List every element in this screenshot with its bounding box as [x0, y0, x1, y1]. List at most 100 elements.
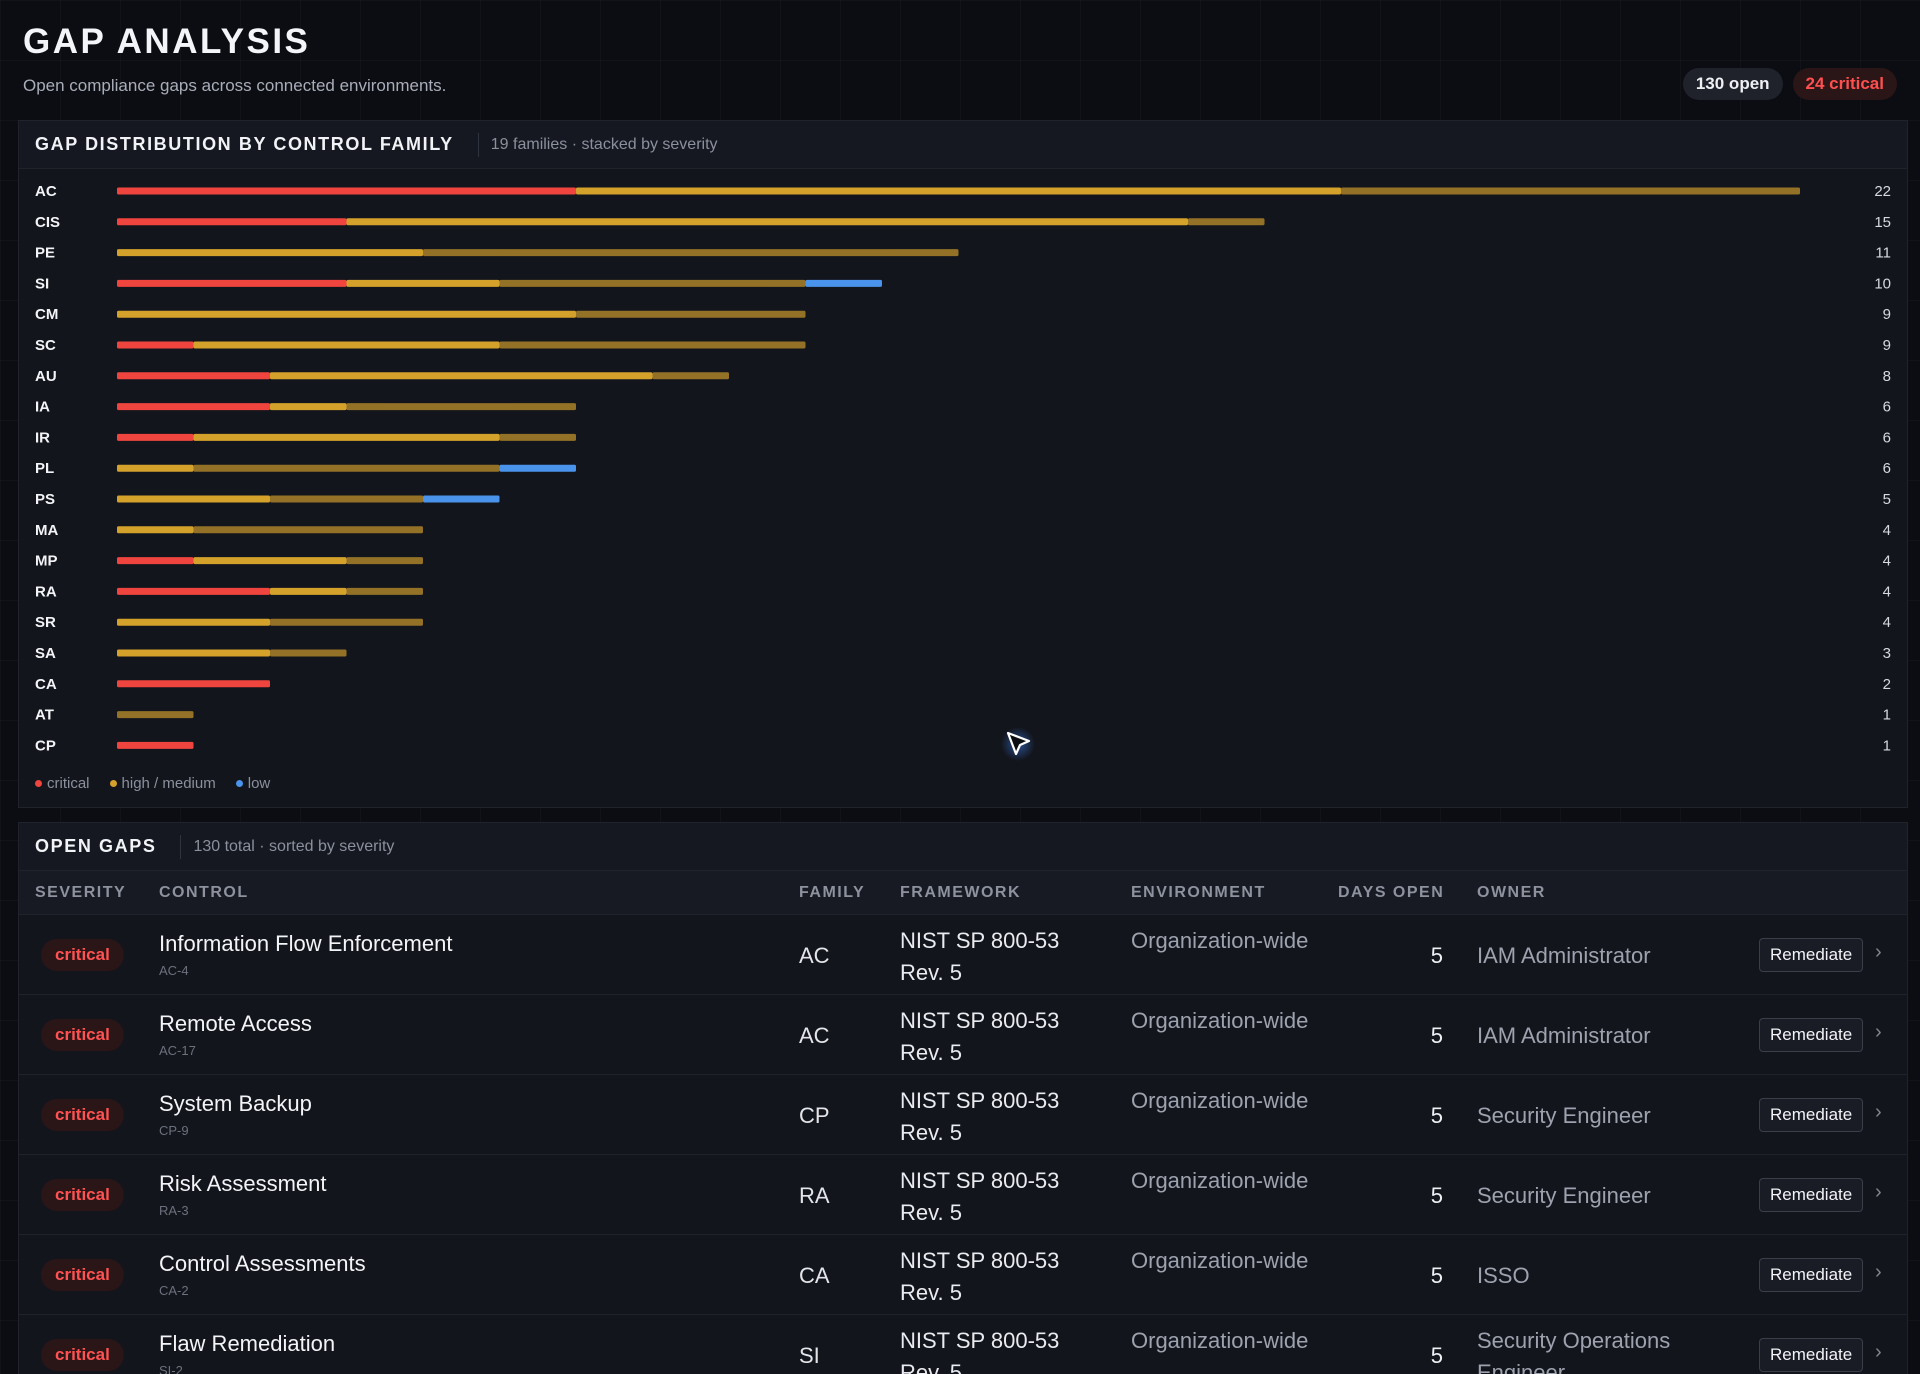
table-row[interactable]: critical System Backup CP-9 CP NIST SP 800-5… — [19, 1075, 1907, 1155]
bar-sa-medium[interactable] — [270, 649, 347, 657]
category-label-au: AU — [35, 368, 57, 385]
bar-cis-critical[interactable] — [117, 218, 347, 226]
bar-cp-critical[interactable] — [117, 741, 194, 749]
bar-ra-medium[interactable] — [346, 587, 424, 595]
bar-ra-critical[interactable] — [117, 587, 270, 595]
table-row[interactable]: critical Flaw Remediation SI-2 SI NIST SP 80… — [19, 1315, 1907, 1374]
table-panel-title: OPEN GAPS — [35, 836, 157, 856]
bar-ir-critical[interactable] — [117, 433, 194, 441]
remediate-button[interactable]: Remediate — [1759, 938, 1864, 972]
table-row[interactable]: critical Information Flow Enforcement AC-4… — [19, 915, 1907, 995]
table-row[interactable]: critical Risk Assessment RA-3 RA NIST SP 800… — [19, 1155, 1907, 1235]
chevron-right-icon[interactable]: › — [1875, 1101, 1882, 1123]
bar-pe-high[interactable] — [117, 249, 423, 257]
bar-ca-critical[interactable] — [117, 680, 270, 688]
column-severity[interactable]: SEVERITY — [35, 884, 127, 901]
table-row[interactable]: critical Control Assessments CA-2 CA NIST SP… — [19, 1235, 1907, 1315]
bar-ia-high[interactable] — [270, 403, 347, 411]
control-name[interactable]: System Backup — [159, 1091, 312, 1116]
bar-mp-critical[interactable] — [117, 557, 194, 565]
framework: NIST SP 800-53 Rev. 5 — [900, 1088, 1060, 1145]
legend-low-label: low — [247, 775, 271, 792]
bar-si-medium[interactable] — [499, 279, 806, 287]
bar-ma-medium[interactable] — [193, 526, 424, 534]
chevron-right-icon[interactable]: › — [1875, 1341, 1882, 1363]
bar-sc-medium[interactable] — [499, 341, 806, 349]
bar-sa-high[interactable] — [117, 649, 270, 657]
bar-ac-medium[interactable] — [1341, 187, 1800, 195]
remediate-button[interactable]: Remediate — [1759, 1338, 1864, 1372]
severity-badge: critical — [41, 1019, 124, 1051]
bar-pe-medium[interactable] — [423, 249, 959, 257]
owner: IAM Administrator — [1477, 943, 1651, 968]
bar-ps-high[interactable] — [117, 495, 270, 503]
owner: IAM Administrator — [1477, 1023, 1651, 1048]
bar-pl-medium[interactable] — [193, 464, 500, 472]
chevron-right-icon[interactable]: › — [1875, 941, 1882, 963]
bar-cm-high[interactable] — [117, 310, 576, 318]
bar-au-high[interactable] — [270, 372, 653, 380]
chevron-right-icon[interactable]: › — [1875, 1021, 1882, 1043]
remediate-button[interactable]: Remediate — [1759, 1178, 1864, 1212]
bar-sr-medium[interactable] — [270, 618, 423, 626]
bar-sc-high[interactable] — [193, 341, 500, 349]
bar-mp-high[interactable] — [193, 557, 347, 565]
bar-ps-medium[interactable] — [270, 495, 423, 503]
remediate-button[interactable]: Remediate — [1759, 1098, 1864, 1132]
column-environment[interactable]: ENVIRONMENT — [1131, 884, 1266, 901]
bar-sr-high[interactable] — [117, 618, 270, 626]
column-owner[interactable]: OWNER — [1477, 884, 1546, 901]
bar-si-critical[interactable] — [117, 279, 347, 287]
chevron-right-icon[interactable]: › — [1875, 1261, 1882, 1283]
bar-ac-critical[interactable] — [117, 187, 576, 195]
bar-ra-high[interactable] — [270, 587, 347, 595]
bar-ma-high[interactable] — [117, 526, 194, 534]
bar-at-medium[interactable] — [117, 711, 194, 719]
remediate-button[interactable]: Remediate — [1759, 1018, 1864, 1052]
bar-cis-high[interactable] — [346, 218, 1189, 226]
bar-au-medium[interactable] — [652, 372, 730, 380]
open-gaps-panel: OPEN GAPS 130 total · sorted by severity… — [18, 822, 1908, 1374]
bar-si-low[interactable] — [805, 279, 883, 287]
control-name[interactable]: Control Assessments — [159, 1251, 366, 1276]
total-label-ac: 22 — [1874, 183, 1891, 200]
control-name[interactable]: Remote Access — [159, 1011, 312, 1036]
chevron-right-icon[interactable]: › — [1875, 1181, 1882, 1203]
bar-cm-medium[interactable] — [576, 310, 806, 318]
total-label-at: 1 — [1883, 707, 1891, 724]
bar-ia-medium[interactable] — [346, 403, 577, 411]
column-days-open[interactable]: DAYS OPEN — [1338, 884, 1445, 901]
bar-ir-high[interactable] — [193, 433, 500, 441]
column-family[interactable]: FAMILY — [799, 884, 866, 901]
bar-cis-medium[interactable] — [1188, 218, 1265, 226]
category-label-ca: CA — [35, 676, 57, 693]
bar-pl-low[interactable] — [499, 464, 577, 472]
column-framework[interactable]: FRAMEWORK — [900, 884, 1022, 901]
column-control[interactable]: CONTROL — [159, 884, 249, 901]
control-name[interactable]: Risk Assessment — [159, 1171, 327, 1196]
bar-ir-medium[interactable] — [499, 433, 577, 441]
legend-high-medium-dot — [109, 780, 117, 787]
bar-ia-critical[interactable] — [117, 403, 270, 411]
bar-mp-medium[interactable] — [346, 557, 424, 565]
bar-ac-high[interactable] — [576, 187, 1341, 195]
bar-pl-high[interactable] — [117, 464, 194, 472]
total-label-pe: 11 — [1875, 245, 1891, 262]
remediate-button[interactable]: Remediate — [1759, 1258, 1864, 1292]
table-row[interactable]: critical Remote Access AC-17 AC NIST SP 800-… — [19, 995, 1907, 1075]
bar-si-high[interactable] — [346, 279, 500, 287]
control-name[interactable]: Information Flow Enforcement — [159, 931, 453, 956]
total-label-cm: 9 — [1883, 306, 1891, 323]
bar-au-critical[interactable] — [117, 372, 270, 380]
total-label-ia: 6 — [1883, 399, 1891, 416]
category-label-ps: PS — [35, 491, 55, 508]
bar-sc-critical[interactable] — [117, 341, 194, 349]
control-family: RA — [799, 1183, 830, 1208]
total-label-ir: 6 — [1883, 429, 1891, 446]
legend-critical-dot — [35, 780, 42, 787]
legend-low-dot — [235, 780, 243, 787]
control-name[interactable]: Flaw Remediation — [159, 1331, 336, 1356]
bar-ps-low[interactable] — [423, 495, 500, 503]
chart-legend: critical high / medium low — [35, 775, 270, 792]
legend-low: low — [235, 775, 271, 792]
